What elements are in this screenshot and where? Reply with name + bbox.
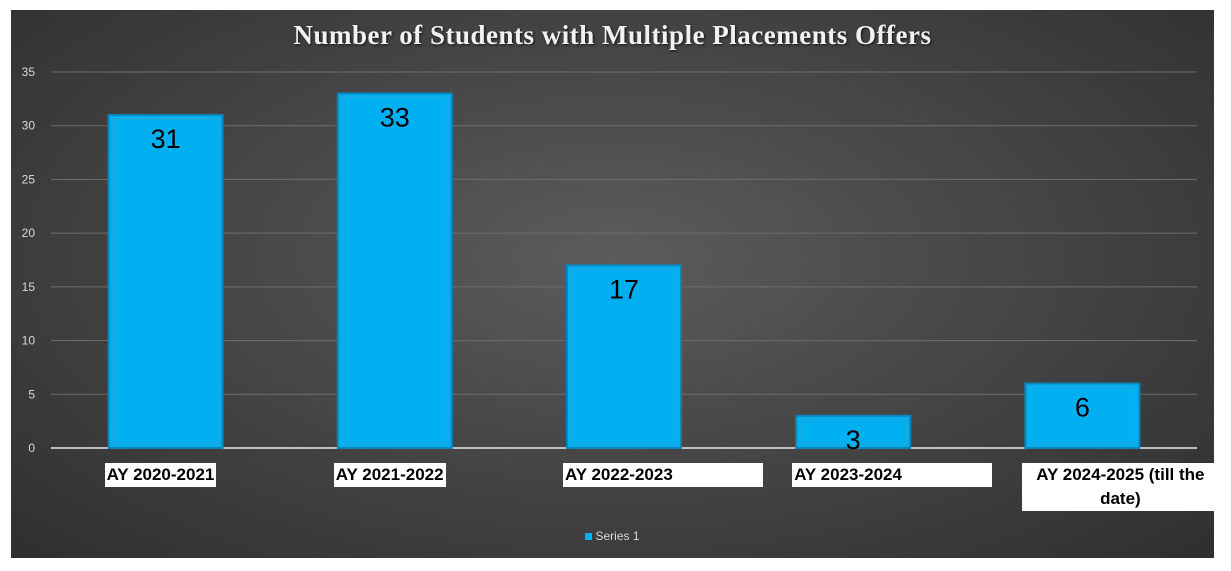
data-label: 17 — [609, 274, 639, 304]
chart-plot: 0 5 10 15 20 25 30 35 31 33 17 3 6 — [22, 65, 1197, 455]
bar — [566, 264, 682, 449]
bar — [107, 113, 224, 449]
x-tick-label: AY 2021-2022 — [333, 463, 446, 487]
y-tick-label: 0 — [28, 441, 35, 455]
data-label: 6 — [1075, 393, 1090, 423]
bar-inner-border — [1028, 387, 1136, 445]
x-tick-label: AY 2020-2021 — [104, 463, 217, 487]
legend-label: Series 1 — [595, 529, 640, 543]
bar-inner-border — [341, 96, 449, 445]
y-tick-label: 20 — [22, 226, 36, 240]
y-tick-label: 10 — [22, 334, 36, 348]
x-tick-label: AY 2022-2023 — [563, 463, 763, 487]
data-label: 31 — [151, 124, 181, 154]
y-tick-label: 15 — [22, 280, 36, 294]
y-tick-label: 5 — [28, 387, 35, 401]
bar — [795, 414, 912, 449]
x-tick-label: AY 2023-2024 — [792, 463, 993, 487]
chart-title: Number of Students with Multiple Placeme… — [293, 20, 932, 50]
y-tick-label: 35 — [22, 65, 36, 79]
legend: Series 1 — [11, 529, 1214, 543]
legend-swatch — [585, 533, 593, 541]
chart-area: Number of Students with Multiple Placeme… — [11, 10, 1214, 558]
x-tick-label: AY 2024-2025 (till the date) — [1022, 463, 1214, 511]
bar-inner-border — [112, 118, 220, 445]
bar — [1024, 382, 1141, 449]
bar-inner-border — [570, 268, 678, 445]
y-tick-label: 25 — [22, 172, 36, 186]
bar-inner-border — [799, 419, 907, 445]
data-label: 33 — [380, 102, 410, 132]
data-label: 3 — [846, 425, 861, 455]
bar — [336, 92, 453, 449]
y-tick-label: 30 — [22, 119, 36, 133]
